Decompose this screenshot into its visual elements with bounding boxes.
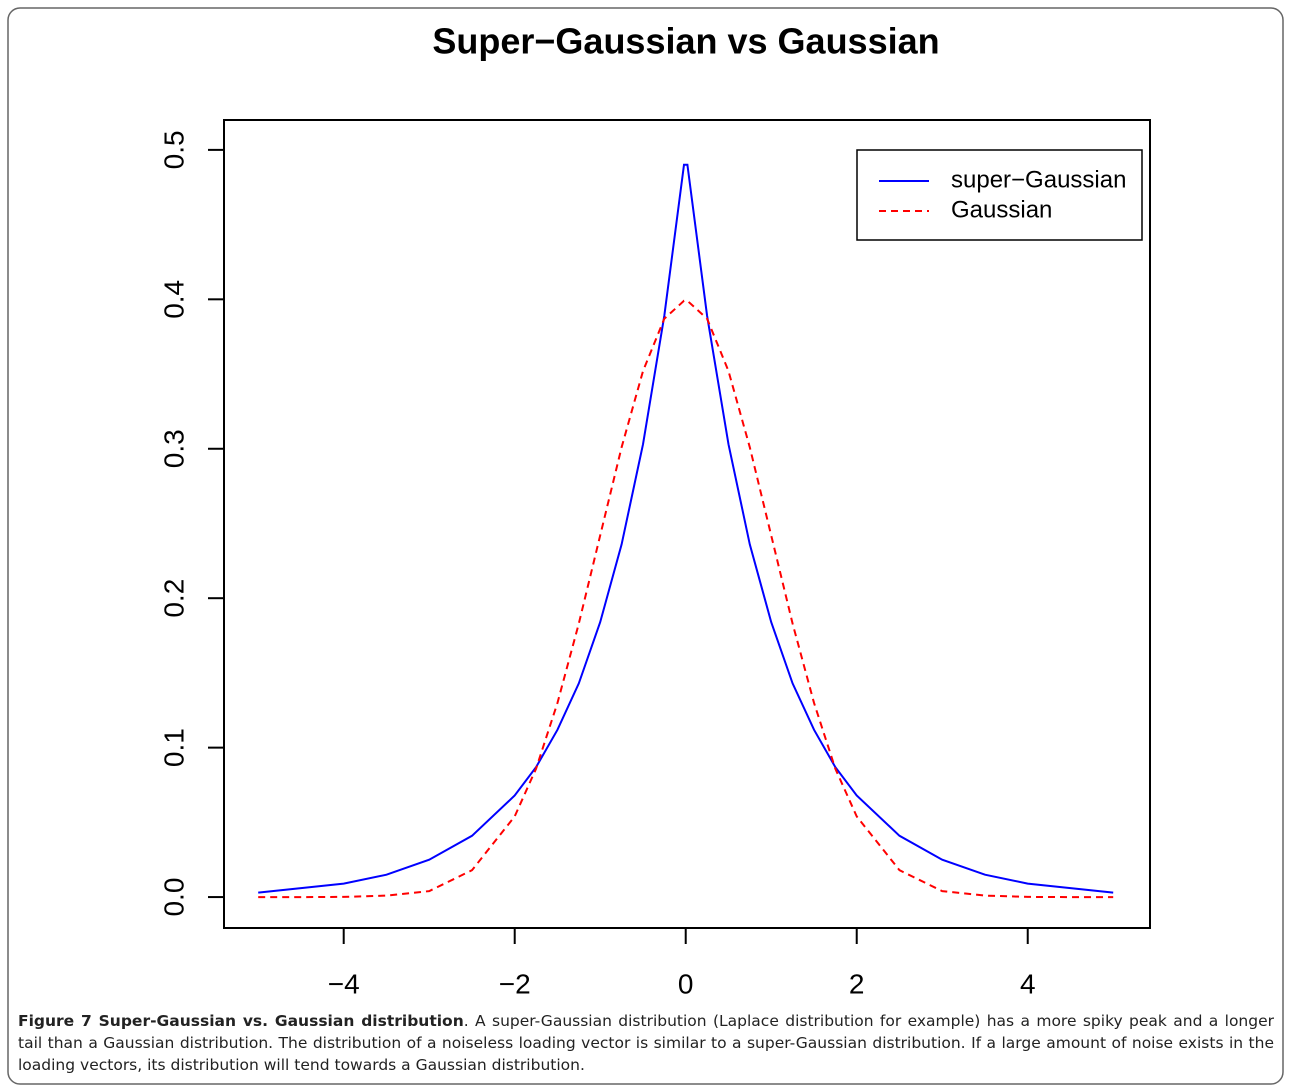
caption: Figure 7 Super-Gaussian vs. Gaussian dis… (18, 1010, 1274, 1076)
legend-label: super−Gaussian (951, 166, 1126, 193)
x-tick-label: 0 (678, 968, 694, 999)
legend-label: Gaussian (951, 196, 1052, 223)
series-line (258, 163, 1114, 894)
y-tick-label: 0.3 (158, 429, 189, 468)
y-tick-label: 0.5 (158, 130, 189, 169)
figure-frame (7, 7, 1284, 1085)
x-tick-label: 4 (1020, 968, 1036, 999)
chart-title: Super−Gaussian vs Gaussian (432, 21, 939, 62)
y-tick-label: 0.0 (158, 878, 189, 917)
caption-text: . A super-Gaussian distribution (Laplace… (18, 1012, 1274, 1074)
y-tick-label: 0.2 (158, 579, 189, 618)
y-tick-label: 0.4 (158, 280, 189, 319)
x-tick-label: −4 (328, 968, 360, 999)
series-line (258, 299, 1114, 899)
plot-box (223, 119, 1151, 929)
x-tick-label: 2 (849, 968, 865, 999)
x-tick-label: −2 (499, 968, 531, 999)
legend-box (856, 149, 1143, 241)
caption-label: Figure 7 Super-Gaussian vs. Gaussian dis… (18, 1012, 464, 1030)
y-tick-label: 0.1 (158, 728, 189, 767)
